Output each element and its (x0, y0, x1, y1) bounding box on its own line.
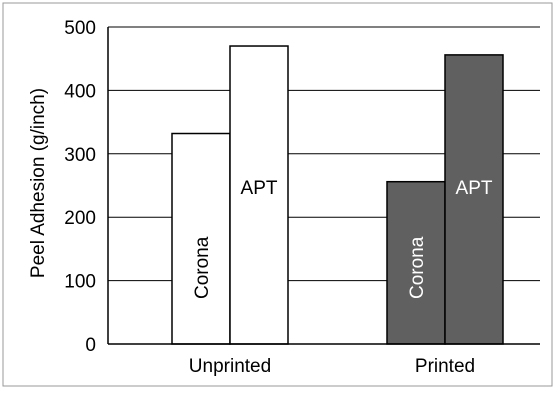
y-axis-title: Peel Adhesion (g/inch) (28, 88, 49, 278)
bar-printed-apt (444, 54, 504, 345)
bar-printed-corona (386, 180, 446, 345)
category-label-unprinted: Unprinted (189, 356, 271, 377)
y-tick-labels: 0 100 200 300 400 500 (64, 18, 96, 356)
y-tick-label-400: 400 (64, 81, 96, 102)
bar-label-unprinted-apt: APT (241, 178, 278, 199)
bar-label-unprinted-corona: Corona (192, 236, 213, 299)
y-tick-label-0: 0 (85, 335, 96, 356)
bar-unprinted-apt (229, 45, 289, 345)
axes (107, 27, 540, 345)
bar-label-printed-apt: APT (456, 178, 493, 199)
y-tick-label-300: 300 (64, 145, 96, 166)
bar-label-printed-corona: Corona (407, 236, 428, 299)
y-tick-label-100: 100 (64, 272, 96, 293)
y-tick-label-500: 500 (64, 18, 96, 39)
category-labels: Unprinted Printed (189, 356, 475, 377)
bars: Corona APT Corona APT (171, 45, 504, 345)
category-label-printed: Printed (415, 356, 475, 377)
y-tick-label-200: 200 (64, 208, 96, 229)
